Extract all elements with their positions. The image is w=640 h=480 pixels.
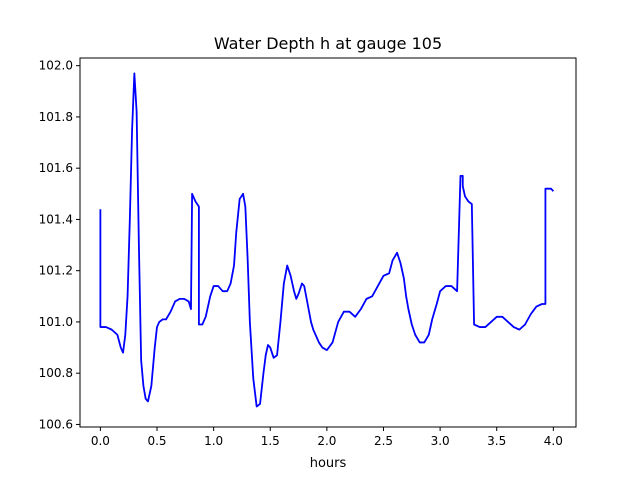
x-tick-label: 0.0	[91, 434, 110, 448]
x-tick-label: 3.5	[487, 434, 506, 448]
series-line-0	[99, 72, 555, 408]
y-tick-label: 102.0	[39, 59, 73, 73]
plot-area	[99, 72, 555, 408]
x-axis-label: hours	[310, 456, 347, 471]
y-tick-label: 100.6	[39, 417, 73, 431]
y-tick-label: 101.4	[39, 212, 73, 226]
y-axis: 100.6 100.8 101.0 101.2 101.4 101.6 101.8 102.0	[39, 59, 80, 431]
x-tick-label: 2.0	[317, 434, 336, 448]
x-tick-label: 1.5	[261, 434, 280, 448]
x-tick-label: 3.0	[431, 434, 450, 448]
chart-title: Water Depth h at gauge 105	[214, 34, 442, 53]
x-tick-label: 0.5	[147, 434, 166, 448]
x-axis: 0.0 0.5 1.0 1.5 2.0 2.5 3.0 3.5 4.0	[91, 427, 563, 448]
x-tick-label: 2.5	[374, 434, 393, 448]
y-tick-label: 101.0	[39, 315, 73, 329]
axes-frame	[79, 57, 577, 428]
y-tick-label: 101.8	[39, 110, 73, 124]
y-tick-label: 101.2	[39, 264, 73, 278]
x-tick-label: 4.0	[544, 434, 563, 448]
x-tick-label: 1.0	[204, 434, 223, 448]
y-tick-label: 101.6	[39, 161, 73, 175]
y-tick-label: 100.8	[39, 366, 73, 380]
